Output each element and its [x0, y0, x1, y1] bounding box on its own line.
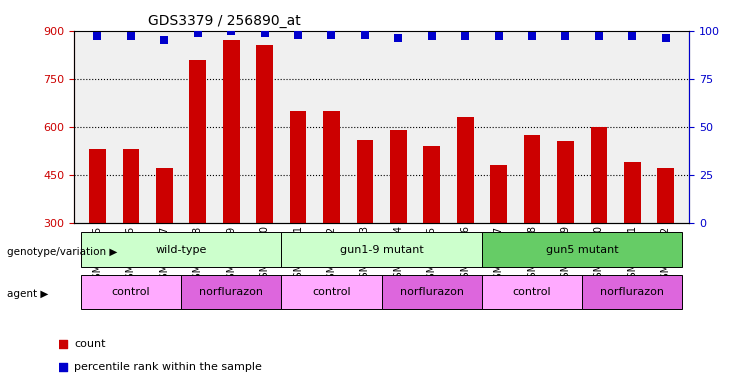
FancyBboxPatch shape	[482, 275, 582, 309]
Text: gun5 mutant: gun5 mutant	[546, 245, 619, 255]
Text: control: control	[312, 287, 350, 297]
Bar	[122, 149, 139, 223]
Bar	[591, 127, 607, 223]
FancyBboxPatch shape	[282, 232, 482, 267]
Bar	[223, 40, 239, 223]
Text: count: count	[74, 339, 106, 349]
Bar	[256, 45, 273, 223]
Bar	[524, 135, 540, 223]
Bar	[456, 117, 473, 223]
Bar	[491, 165, 507, 223]
Bar	[557, 141, 574, 223]
Point	[393, 35, 405, 41]
Bar	[423, 146, 440, 223]
Bar	[356, 139, 373, 223]
Text: norflurazon: norflurazon	[600, 287, 665, 297]
Bar	[323, 111, 340, 223]
Text: agent ▶: agent ▶	[7, 289, 49, 299]
Point	[292, 31, 304, 38]
Point	[659, 35, 671, 41]
FancyBboxPatch shape	[582, 275, 682, 309]
Text: genotype/variation ▶: genotype/variation ▶	[7, 247, 118, 257]
FancyBboxPatch shape	[482, 232, 682, 267]
Point	[272, 266, 284, 273]
Point	[272, 57, 284, 63]
Bar	[624, 162, 641, 223]
Point	[325, 31, 337, 38]
Text: GDS3379 / 256890_at: GDS3379 / 256890_at	[148, 14, 301, 28]
Point	[593, 33, 605, 40]
Point	[159, 37, 170, 43]
FancyBboxPatch shape	[181, 275, 282, 309]
Point	[426, 33, 438, 40]
Bar	[657, 168, 674, 223]
Text: control: control	[112, 287, 150, 297]
Point	[192, 30, 204, 36]
Point	[359, 31, 370, 38]
Point	[259, 30, 270, 36]
Point	[626, 33, 638, 40]
FancyBboxPatch shape	[382, 275, 482, 309]
Bar	[390, 130, 407, 223]
Point	[526, 33, 538, 40]
Text: norflurazon: norflurazon	[199, 287, 263, 297]
Point	[493, 33, 505, 40]
Text: norflurazon: norflurazon	[399, 287, 464, 297]
Bar	[89, 149, 106, 223]
Point	[125, 33, 137, 40]
FancyBboxPatch shape	[282, 275, 382, 309]
Text: control: control	[513, 287, 551, 297]
Point	[459, 33, 471, 40]
Text: percentile rank within the sample: percentile rank within the sample	[74, 362, 262, 372]
Point	[559, 33, 571, 40]
Text: wild-type: wild-type	[156, 245, 207, 255]
Point	[225, 28, 237, 34]
Point	[92, 33, 104, 40]
FancyBboxPatch shape	[81, 275, 181, 309]
Bar	[156, 168, 173, 223]
Bar	[190, 60, 206, 223]
Bar	[290, 111, 307, 223]
Text: gun1-9 mutant: gun1-9 mutant	[339, 245, 424, 255]
FancyBboxPatch shape	[81, 232, 282, 267]
